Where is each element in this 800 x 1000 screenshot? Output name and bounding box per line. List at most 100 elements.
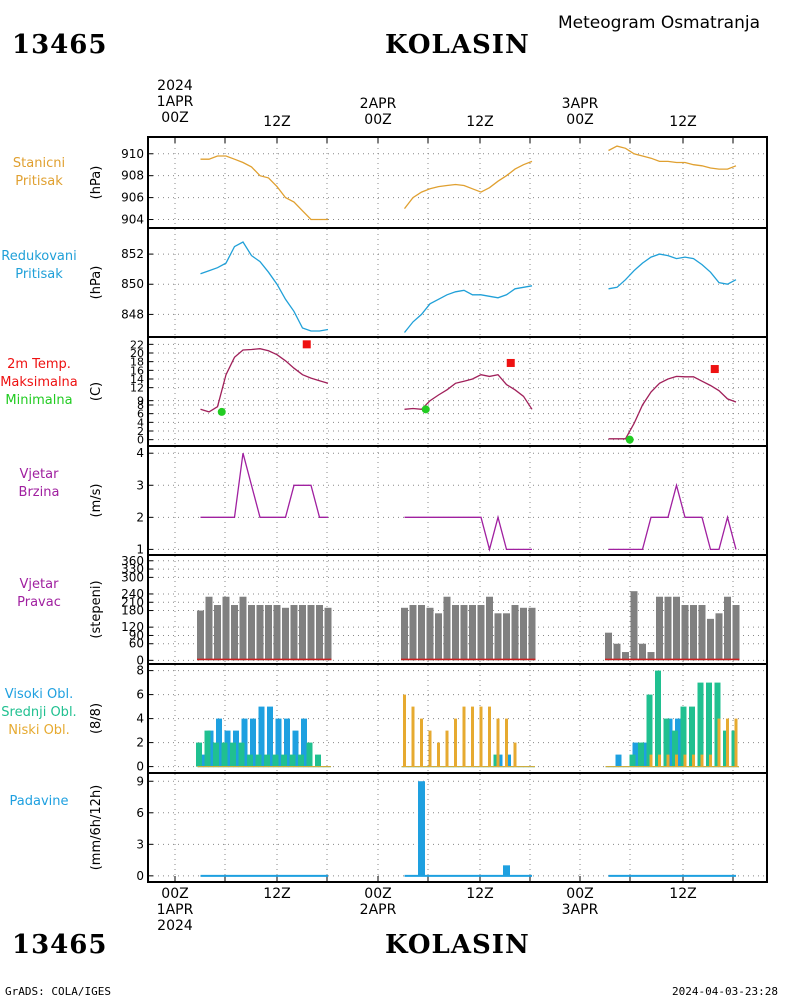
wind-direction-bar bbox=[732, 605, 740, 661]
y-axis-unit: (C) bbox=[89, 382, 104, 401]
wind-direction-bar bbox=[630, 591, 638, 661]
y-tick-label: 910 bbox=[121, 147, 144, 161]
wind-direction-bar bbox=[639, 643, 646, 661]
wind-direction-bar bbox=[520, 607, 527, 661]
cloud-bar bbox=[454, 718, 457, 767]
cloud-bar bbox=[238, 742, 245, 767]
station-id-top: 13465 bbox=[12, 30, 108, 60]
tmin-marker bbox=[421, 405, 430, 414]
wind-direction-bar bbox=[486, 596, 493, 661]
time-axis-top-tick-label: 2APR 00Z bbox=[338, 96, 418, 128]
wind-direction-bar bbox=[205, 596, 213, 661]
wind-direction-bar bbox=[282, 607, 289, 661]
wind-direction-bar bbox=[511, 605, 519, 661]
precip-bar bbox=[418, 781, 425, 876]
time-axis-bottom-tick-line: 00Z bbox=[364, 886, 392, 902]
wind-direction-bar bbox=[698, 605, 706, 661]
wind-direction-bar bbox=[435, 613, 442, 661]
cloud-bar bbox=[213, 742, 219, 767]
time-axis-bottom-tick-line: 00Z bbox=[161, 886, 189, 902]
y-tick-label: 22 bbox=[130, 338, 144, 351]
y-tick-label: 6 bbox=[136, 806, 144, 820]
station-pressure-line bbox=[403, 160, 533, 209]
wind-direction-bar bbox=[460, 605, 468, 661]
temperature-line bbox=[200, 348, 329, 413]
y-axis-unit: (m/s) bbox=[89, 484, 104, 518]
y-tick-label: 4 bbox=[137, 416, 144, 429]
cloud-bar bbox=[196, 742, 202, 767]
y-tick-label: 90 bbox=[129, 628, 144, 642]
cloud-bar bbox=[315, 754, 321, 767]
wind-direction-bar bbox=[647, 652, 655, 661]
wind-direction-bar bbox=[656, 596, 663, 661]
cloud-bar bbox=[496, 718, 500, 767]
y-tick-label: 2 bbox=[136, 510, 144, 524]
y-tick-label: 1 bbox=[136, 542, 144, 556]
footer-timestamp: 2024-04-03-23:28 bbox=[672, 985, 778, 998]
wind-direction-bar bbox=[452, 605, 459, 661]
y-tick-label: 0 bbox=[136, 760, 144, 774]
time-axis-bottom-tick-label: 12Z bbox=[237, 886, 317, 902]
tmin-marker bbox=[217, 407, 226, 416]
cloud-bar bbox=[298, 754, 304, 767]
wind-direction-bar bbox=[469, 605, 476, 661]
station-pressure-line bbox=[200, 155, 328, 221]
panel-background bbox=[148, 137, 767, 228]
panel-background bbox=[148, 228, 767, 337]
y-tick-label: 6 bbox=[136, 688, 144, 702]
cloud-bar bbox=[275, 718, 282, 767]
panel-label-line: Brzina bbox=[18, 485, 60, 500]
tmax-marker bbox=[506, 358, 515, 367]
reduced-pressure-line bbox=[403, 285, 533, 333]
wind-direction-bar bbox=[503, 613, 510, 661]
y-tick-label: 908 bbox=[121, 169, 144, 183]
cloud-bar bbox=[689, 706, 695, 767]
tmax-marker bbox=[710, 365, 719, 374]
station-id-bottom: 13465 bbox=[12, 930, 108, 960]
cloud-bar bbox=[638, 742, 644, 767]
wind-direction-bar bbox=[299, 605, 306, 661]
time-axis-bottom-tick-line: 12Z bbox=[263, 886, 291, 902]
time-axis-top-tick-line: 00Z bbox=[161, 110, 189, 126]
y-axis-unit: (stepeni) bbox=[89, 580, 104, 638]
wind-direction-bar bbox=[690, 605, 697, 661]
time-axis-bottom-tick-line: 12Z bbox=[669, 886, 697, 902]
wind-direction-bar bbox=[307, 605, 315, 661]
time-axis-top-tick-line: 2APR bbox=[359, 96, 397, 112]
cloud-bar bbox=[655, 670, 661, 767]
panel-label-line: Vjetar bbox=[19, 577, 59, 592]
panel-label-line: Visoki Obl. bbox=[4, 687, 74, 702]
cloud-bar bbox=[663, 718, 670, 767]
panel-label-line: Padavine bbox=[9, 794, 69, 809]
time-axis-bottom-tick-label: 00Z 2APR bbox=[338, 886, 418, 918]
cloud-bar bbox=[289, 754, 296, 767]
panel-label-line: Vjetar bbox=[19, 467, 59, 482]
panel-label-line: Stanicni bbox=[12, 156, 66, 171]
temperature-line bbox=[404, 373, 533, 410]
cloud-bar bbox=[672, 730, 678, 767]
y-tick-label: 848 bbox=[121, 307, 144, 321]
panel-label-line: Srednji Obl. bbox=[1, 705, 77, 720]
time-axis-bottom-tick-line: 2024 bbox=[157, 918, 193, 934]
y-tick-label: 12 bbox=[130, 382, 144, 395]
cloud-bar bbox=[629, 754, 636, 767]
cloud-bar bbox=[697, 682, 704, 767]
time-axis-bottom-tick-line: 2APR bbox=[359, 902, 397, 918]
cloud-bar bbox=[420, 718, 423, 767]
y-tick-label: 120 bbox=[121, 620, 144, 634]
panel-label: Padavine bbox=[0, 793, 78, 811]
wind-direction-bar bbox=[265, 605, 272, 661]
panel-label: Vjetar Pravac bbox=[0, 576, 78, 612]
y-tick-label: 904 bbox=[121, 213, 144, 227]
wind-direction-bar bbox=[418, 605, 425, 661]
time-axis-bottom-tick-label: 12Z bbox=[643, 886, 723, 902]
cloud-bar bbox=[247, 754, 253, 767]
y-tick-label: 0 bbox=[136, 653, 144, 667]
station-pressure-line bbox=[608, 145, 737, 170]
panel-label: Redukovani Pritisak bbox=[0, 248, 78, 284]
cloud-bar bbox=[306, 742, 313, 767]
cloud-bar bbox=[403, 694, 406, 767]
cloud-bar bbox=[267, 706, 273, 767]
panel-label-line: Pritisak bbox=[15, 267, 63, 282]
time-axis-top-tick-line: 00Z bbox=[364, 112, 392, 128]
